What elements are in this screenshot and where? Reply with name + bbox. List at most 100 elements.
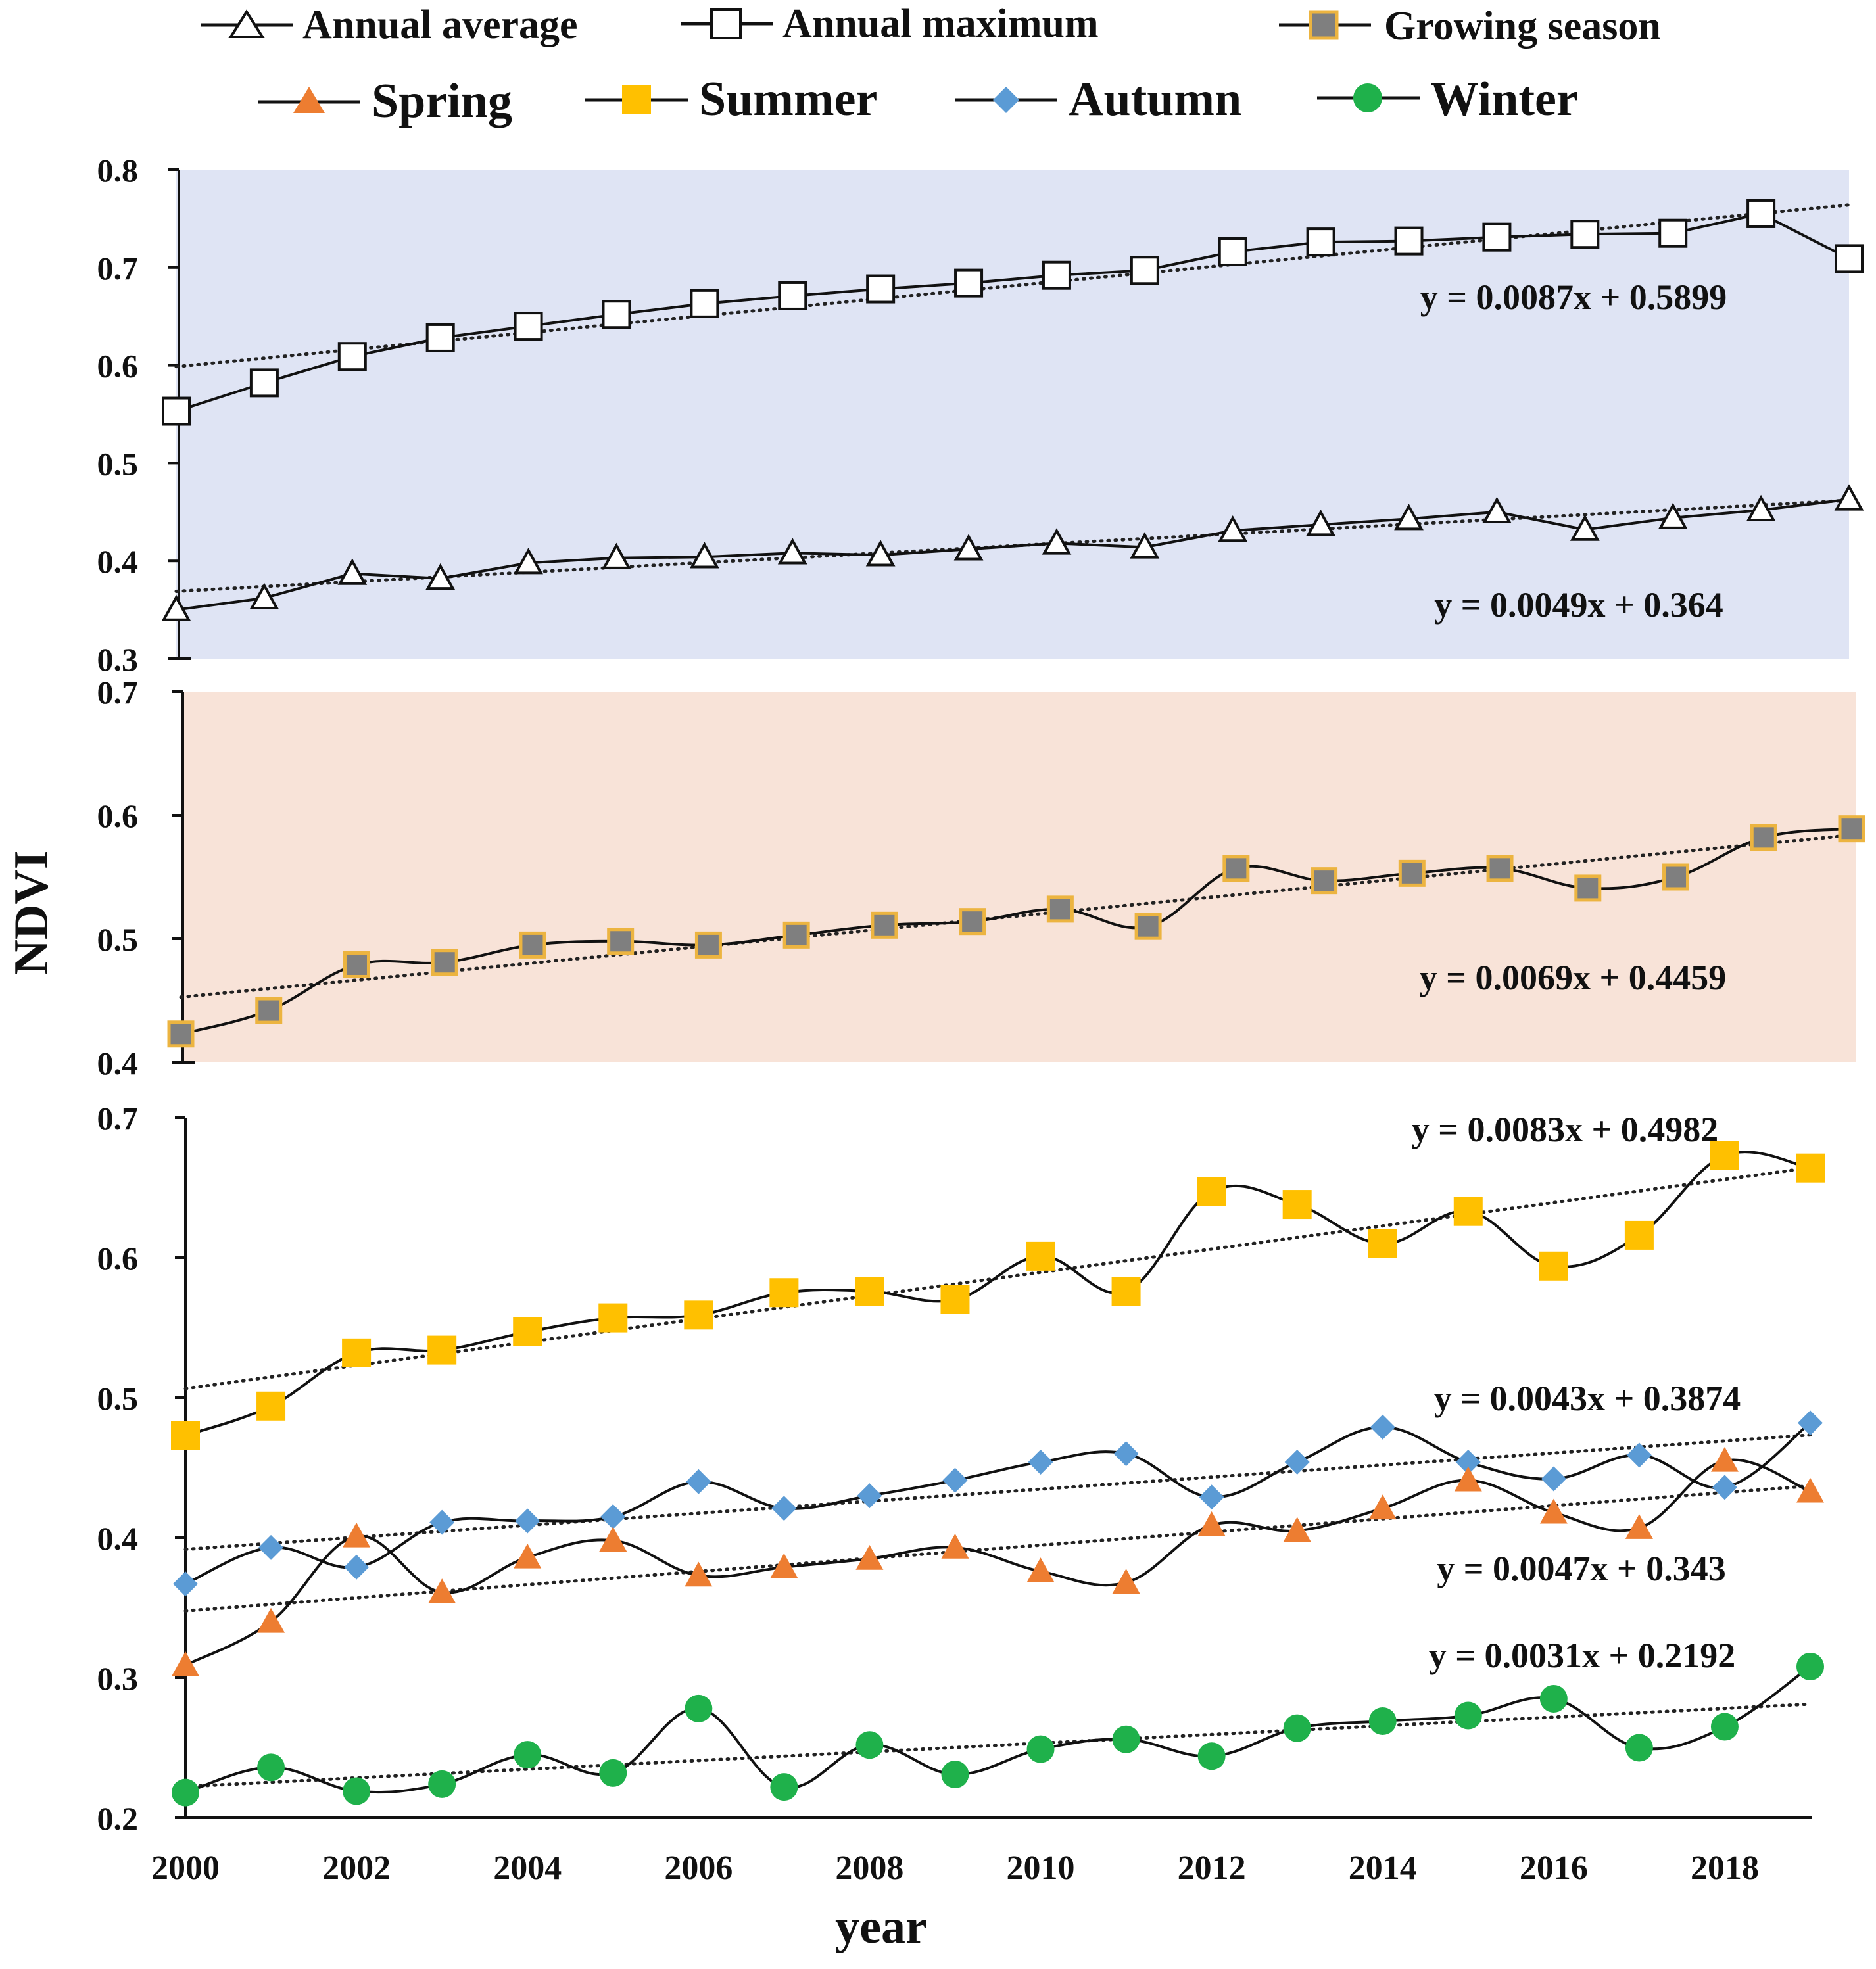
- data-point-spring: [257, 1607, 285, 1633]
- data-point-annual-average: [249, 582, 279, 609]
- data-point-annual-maximum: [425, 323, 455, 352]
- data-point-summer: [1624, 1220, 1654, 1250]
- data-point-autumn: [515, 1508, 541, 1534]
- legend-label-annual-maximum: Annual maximum: [782, 1, 1099, 46]
- data-point-annual-average: [865, 540, 896, 567]
- data-point-growing-season: [255, 997, 283, 1024]
- data-point-autumn: [173, 1571, 198, 1597]
- data-point-autumn: [258, 1534, 284, 1560]
- data-point-annual-maximum: [1218, 237, 1247, 266]
- data-point-summer: [1368, 1229, 1397, 1258]
- data-point-annual-average: [337, 558, 368, 585]
- data-point-spring: [1197, 1511, 1226, 1536]
- data-point-annual-maximum: [1394, 226, 1424, 256]
- trend-equation: y = 0.0069x + 0.4459: [1420, 958, 1727, 997]
- data-point-spring: [770, 1553, 798, 1578]
- data-point-autumn: [1455, 1449, 1481, 1475]
- x-axis-ticks: 2000 2002 2004 2006 2008 2010 2012 2014 2016 2018: [151, 1849, 1759, 1887]
- y-tick-label: 0.5: [97, 445, 139, 482]
- data-point-summer: [598, 1303, 628, 1333]
- data-point-annual-average: [1306, 510, 1336, 536]
- data-point-annual-average: [161, 594, 191, 621]
- data-point-growing-season: [694, 931, 722, 959]
- x-axis-title: year: [835, 1900, 927, 1954]
- data-point-autumn: [771, 1496, 797, 1521]
- series-spring: [172, 1446, 1824, 1676]
- data-point-annual-maximum: [1306, 227, 1335, 257]
- y-tick-label: 0.4: [97, 1045, 139, 1081]
- series-annual-average: [161, 484, 1864, 621]
- legend-autumn: Autumn: [955, 72, 1241, 126]
- data-point-spring: [1796, 1477, 1824, 1503]
- square-marker-icon: [1309, 10, 1339, 40]
- data-point-summer: [1282, 1190, 1312, 1220]
- data-point-growing-season: [1838, 815, 1865, 843]
- data-point-autumn: [686, 1469, 711, 1494]
- series-autumn: [173, 1410, 1823, 1597]
- trend-equation: y = 0.0031x + 0.2192: [1429, 1636, 1736, 1675]
- data-point-summer: [1197, 1177, 1226, 1206]
- y-tick-label: 0.7: [97, 1100, 139, 1137]
- data-point-autumn: [1284, 1449, 1310, 1475]
- data-point-winter: [1026, 1735, 1055, 1763]
- x-tick-label: 2006: [664, 1849, 733, 1887]
- trend-equation: y = 0.0043x + 0.3874: [1434, 1379, 1741, 1418]
- trend-equation: y = 0.0083x + 0.4982: [1412, 1110, 1719, 1149]
- diamond-marker-icon: [993, 87, 1019, 113]
- data-point-winter: [1197, 1742, 1226, 1770]
- legend-summer: Summer: [585, 72, 877, 126]
- data-point-growing-season: [1222, 855, 1250, 882]
- data-point-winter: [685, 1694, 713, 1722]
- data-point-autumn: [600, 1504, 626, 1530]
- x-tick-label: 2016: [1520, 1849, 1588, 1887]
- data-point-winter: [941, 1760, 969, 1788]
- legend-label-growing-season: Growing season: [1384, 4, 1661, 49]
- data-point-annual-maximum: [1482, 222, 1512, 252]
- trend-line-winter: [183, 1702, 1812, 1789]
- data-point-growing-season: [1046, 895, 1074, 923]
- y-axis-title: NDVI: [5, 850, 59, 974]
- data-point-spring: [1368, 1494, 1397, 1520]
- x-tick-label: 2010: [1007, 1849, 1075, 1887]
- data-point-summer: [1796, 1153, 1825, 1183]
- data-point-spring: [855, 1544, 884, 1570]
- panel-bottom: 0.2 0.3 0.4 0.5 0.6 0.7 y = 0.0083x + 0.4982 y …: [97, 1100, 1825, 1837]
- data-point-summer: [1026, 1241, 1055, 1271]
- data-point-winter: [1625, 1734, 1653, 1762]
- y-tick-label: 0.6: [97, 1240, 139, 1277]
- y-tick-label: 0.5: [97, 921, 139, 958]
- legend: Annual average Annual maximum Growing se…: [201, 1, 1661, 128]
- data-point-growing-season: [1574, 874, 1602, 902]
- data-point-autumn: [1028, 1449, 1053, 1475]
- data-point-annual-average: [1746, 494, 1776, 522]
- legend-spring: Spring: [258, 74, 512, 128]
- y-tick-label: 0.8: [97, 152, 139, 189]
- data-point-annual-average: [1042, 528, 1072, 555]
- data-point-summer: [1111, 1277, 1141, 1306]
- data-point-autumn: [1712, 1475, 1737, 1500]
- triangle-marker-icon: [228, 9, 265, 38]
- data-point-spring: [685, 1561, 713, 1587]
- x-tick-label: 2018: [1691, 1849, 1759, 1887]
- data-point-winter: [343, 1777, 371, 1805]
- trend-equation: y = 0.0049x + 0.364: [1434, 585, 1723, 625]
- data-point-winter: [1796, 1652, 1824, 1680]
- data-point-summer: [769, 1278, 799, 1308]
- data-point-growing-season: [1134, 913, 1162, 940]
- data-point-spring: [1283, 1517, 1311, 1542]
- series-winter: [172, 1652, 1824, 1807]
- data-point-annual-maximum: [514, 312, 543, 341]
- data-point-spring: [941, 1533, 969, 1559]
- legend-annual-average: Annual average: [201, 3, 578, 47]
- data-point-spring: [1454, 1466, 1482, 1492]
- data-point-autumn: [1798, 1410, 1823, 1436]
- data-point-growing-season: [959, 908, 986, 936]
- data-point-annual-maximum: [337, 342, 367, 371]
- data-point-spring: [1026, 1557, 1055, 1582]
- data-point-annual-average: [514, 548, 543, 575]
- x-tick-label: 2012: [1178, 1849, 1246, 1887]
- data-point-annual-maximum: [249, 368, 279, 398]
- legend-label-summer: Summer: [699, 72, 877, 126]
- data-point-winter: [770, 1773, 798, 1801]
- data-point-annual-maximum: [1746, 199, 1776, 228]
